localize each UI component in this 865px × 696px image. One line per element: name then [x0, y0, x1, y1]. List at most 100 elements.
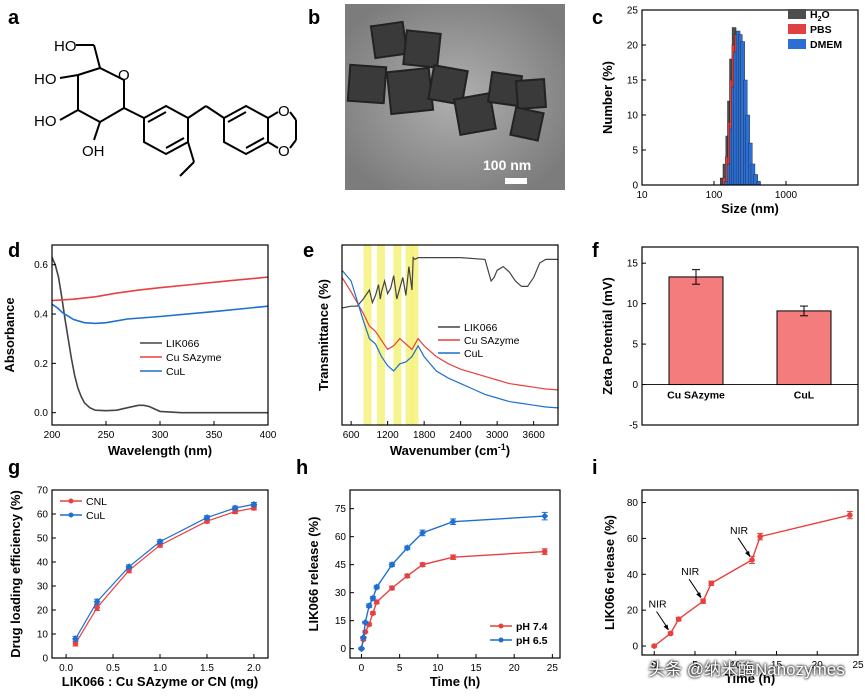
data-point	[231, 504, 239, 512]
x-tick-label: 0.0	[59, 663, 73, 674]
data-point	[250, 500, 258, 508]
y-axis-label: Transmittance (%)	[316, 279, 331, 391]
molecule-structure: HO HO HO OH O O O	[34, 38, 297, 177]
legend-marker	[68, 498, 74, 504]
plot-frame	[51, 489, 269, 659]
plot-frame	[349, 489, 561, 659]
series-line-cul	[74, 503, 255, 640]
data-point	[700, 598, 706, 604]
panel-label-c: c	[592, 7, 603, 29]
y-tick-label: 10	[627, 299, 639, 310]
series-line-cul	[341, 269, 559, 409]
legend-label: CuL	[86, 510, 105, 522]
x-tick-label: 20	[812, 660, 824, 671]
legend-label: LIK066	[464, 322, 497, 334]
legend-marker	[498, 623, 504, 629]
legend-marker	[68, 512, 74, 518]
data-point	[757, 533, 763, 540]
y-tick-label: 5	[632, 340, 638, 351]
x-tick-label: 0.5	[106, 663, 120, 674]
y-tick-label: 75	[335, 504, 347, 515]
x-tick-label: 1200	[377, 430, 400, 441]
panel-label-e: e	[303, 240, 314, 262]
y-tick-label: 60	[627, 534, 639, 545]
plot-frame	[641, 489, 859, 656]
y-tick-label: 30	[335, 588, 347, 599]
data-point	[667, 630, 674, 637]
phenyl-ring	[143, 104, 189, 156]
watermark-text: 头条 @纳米酶Nanozymes	[648, 660, 845, 679]
nir-annotation: NIR	[681, 566, 700, 578]
data-point	[450, 554, 456, 560]
data-point	[203, 514, 211, 522]
panel-label-b: b	[308, 7, 320, 29]
nir-annotation: NIR	[730, 525, 749, 537]
y-tick-label: 25	[627, 6, 639, 17]
arrow-head	[745, 550, 751, 557]
particle	[385, 66, 435, 116]
panel-label-d: d	[8, 240, 20, 262]
data-point	[359, 633, 367, 641]
y-tick-label: 15	[627, 259, 639, 270]
data-point	[370, 610, 376, 616]
data-point	[389, 585, 395, 591]
highlight-band	[376, 245, 385, 425]
x-tick-label: 2.0	[247, 663, 261, 674]
bond-ch2-bridge	[187, 105, 207, 119]
highlight-band	[393, 245, 402, 425]
chart-h: 0 15 30 45 60 75 0 5 10 15 20 25 LIK066 release (%) T…	[306, 489, 561, 689]
scale-bar	[505, 178, 527, 184]
x-tick-label: 3000	[486, 430, 509, 441]
data-point	[708, 580, 715, 587]
arrow-head	[696, 592, 702, 599]
data-point	[847, 512, 853, 518]
data-point	[72, 640, 79, 647]
x-tick-label: 10	[432, 663, 444, 674]
x-tick-label: 20	[509, 663, 521, 674]
atom-ho-1: HO	[54, 38, 77, 55]
y-tick-label: 0	[632, 380, 638, 391]
y-axis-label: Number (%)	[600, 61, 615, 134]
tem-image: 100 nm	[345, 4, 565, 190]
legend-swatch	[788, 9, 806, 19]
particle	[514, 77, 548, 111]
y-tick-label: 0.2	[34, 359, 48, 370]
x-tick-label: 0	[359, 663, 365, 674]
y-tick-label: 0	[340, 644, 346, 655]
chart-d: 0.0 0.2 0.4 0.6 200 250 300 350 400 Absorbance Wav…	[2, 244, 277, 458]
x-axis-label: Size (nm)	[721, 201, 779, 216]
data-point	[94, 604, 100, 611]
x-tick-label: 400	[260, 430, 277, 441]
particle	[402, 29, 442, 69]
series-line-cu-sazyme	[341, 277, 559, 391]
y-axis-label: Zeta Potential (mV)	[600, 277, 615, 395]
category-label: CuL	[794, 390, 815, 402]
data-point	[156, 538, 164, 546]
atom-ho-3: HO	[34, 113, 57, 130]
nir-annotation: NIR	[649, 598, 668, 610]
x-tick-label: 10	[730, 660, 742, 671]
y-tick-label: 10	[37, 630, 49, 641]
chart-i: NIR NIR NIR 0 20 40 60 80 0 5 10 15 20 25 LIK066 relea…	[602, 489, 864, 686]
data-point	[369, 594, 377, 602]
y-tick-label: 60	[335, 532, 347, 543]
atom-ho-2: HO	[34, 71, 57, 88]
y-tick-label: 15	[627, 76, 639, 87]
bond-oh3	[93, 121, 101, 141]
data-point	[404, 573, 411, 579]
x-axis-label: Time (h)	[430, 674, 480, 689]
y-tick-label: 40	[627, 570, 639, 581]
data-point	[93, 598, 101, 606]
x-tick-label: 15	[470, 663, 482, 674]
chart-g: 0 10 20 30 40 50 60 70 0.0 0.5 1.0 1.5 2.0 Drug loadi…	[8, 486, 269, 689]
chart-f: Cu SAzyme CuL -5 0 5 10 15 Zeta Potential (mV)	[600, 246, 859, 432]
data-point	[419, 529, 427, 537]
legend-label: LIK066	[166, 338, 199, 350]
atom-oh: OH	[82, 143, 105, 160]
data-point	[361, 619, 369, 627]
legend-swatch	[788, 24, 806, 34]
legend-label: CuL	[166, 366, 185, 378]
series-line-cul	[51, 303, 269, 325]
panel-label-a: a	[8, 7, 20, 29]
x-tick-label: 600	[343, 430, 360, 441]
